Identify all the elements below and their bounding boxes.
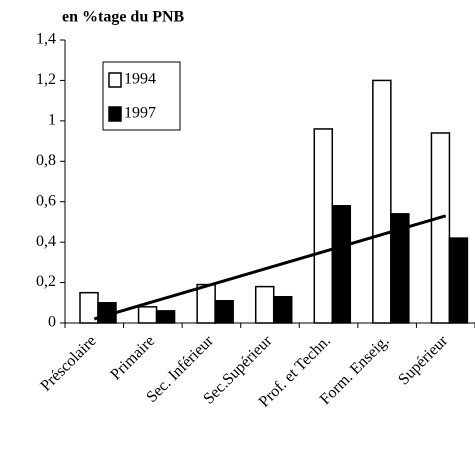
y-tick-label: 0 bbox=[48, 314, 56, 331]
bar bbox=[331, 205, 352, 324]
legend-swatch bbox=[108, 106, 122, 122]
bar bbox=[155, 310, 176, 324]
bar bbox=[448, 237, 469, 324]
bar bbox=[214, 300, 234, 324]
trend-line bbox=[93, 214, 447, 321]
chart-title: en %tage du PNB bbox=[62, 9, 185, 26]
y-tick-label: 0,8 bbox=[36, 152, 56, 169]
bar bbox=[390, 213, 410, 324]
y-tick-label: 0,6 bbox=[36, 192, 56, 209]
legend: 1994 1997 bbox=[102, 61, 181, 131]
bar bbox=[372, 79, 392, 324]
legend-label: 1994 bbox=[124, 71, 156, 88]
bar bbox=[430, 132, 451, 324]
y-tick-label: 1 bbox=[48, 112, 56, 129]
y-tick-label: 1,2 bbox=[36, 71, 56, 88]
y-tick-label: 0,4 bbox=[36, 233, 56, 250]
bar bbox=[272, 295, 293, 324]
y-tick-label: 1,4 bbox=[36, 31, 56, 48]
x-tick-label: Préscolaire bbox=[37, 332, 99, 394]
x-tick-label: Primaire bbox=[107, 332, 158, 383]
bar bbox=[254, 285, 275, 324]
bar bbox=[313, 128, 334, 324]
bar bbox=[196, 283, 216, 324]
bar bbox=[137, 306, 158, 324]
x-tick-label: Supérieur bbox=[395, 332, 451, 388]
legend-swatch bbox=[108, 72, 122, 88]
legend-label: 1997 bbox=[124, 105, 156, 122]
y-tick-label: 0,2 bbox=[36, 273, 56, 290]
